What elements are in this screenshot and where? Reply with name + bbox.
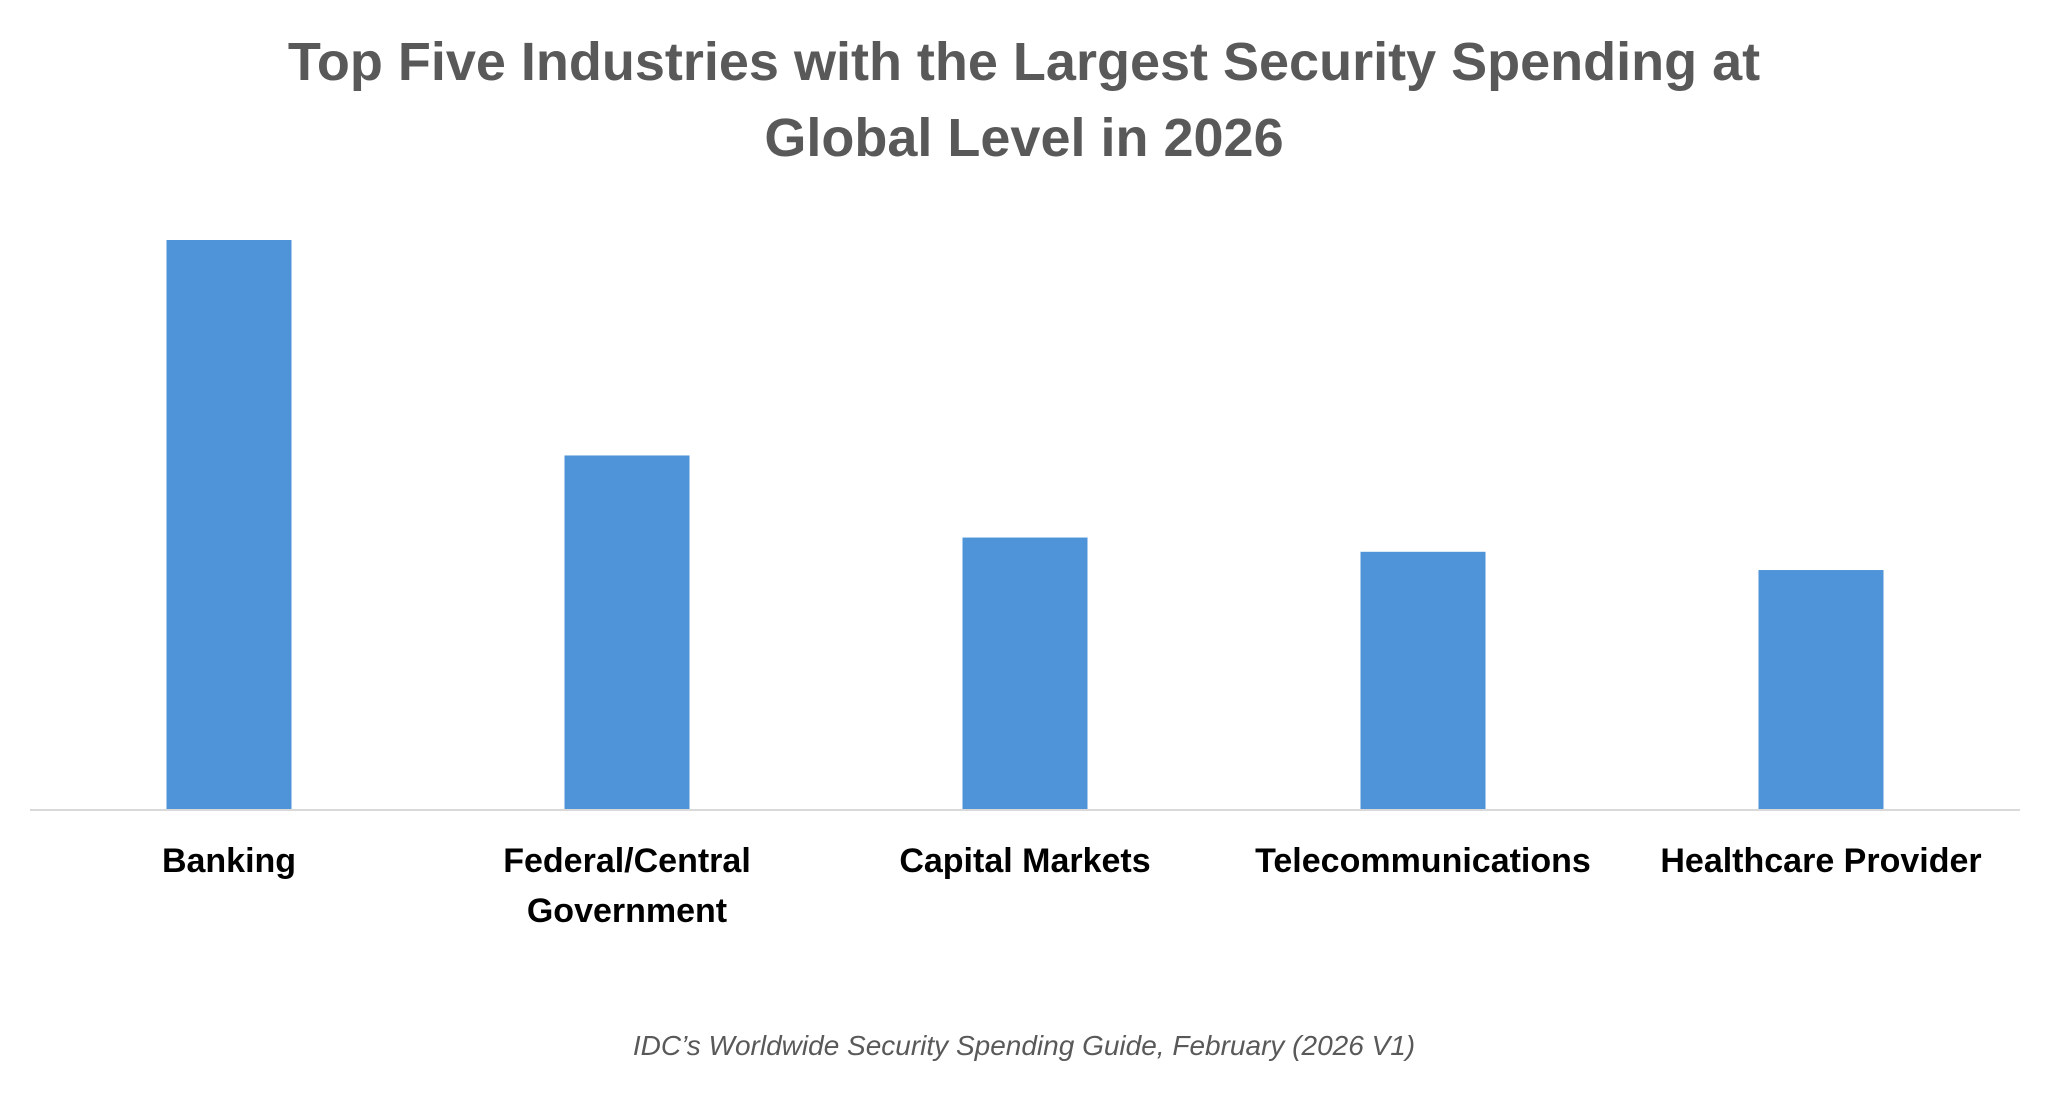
bar-0 — [166, 240, 292, 810]
bar-4 — [1758, 570, 1884, 810]
chart-title-line-1: Top Five Industries with the Largest Sec… — [287, 32, 1761, 92]
source-note: IDC’s Worldwide Security Spending Guide,… — [632, 1030, 1416, 1061]
category-label-3-0: Telecommunications — [1255, 842, 1591, 880]
chart-title: Top Five Industries with the Largest Sec… — [0, 24, 2048, 176]
bar-1 — [564, 455, 690, 810]
category-label-4-0: Healthcare Provider — [1660, 842, 1981, 880]
category-label-0-0: Banking — [162, 842, 296, 880]
category-label-1-1: Government — [527, 892, 727, 930]
bar-2 — [962, 537, 1088, 810]
category-label-1-0: Federal/Central — [503, 842, 751, 880]
category-label-2-0: Capital Markets — [899, 842, 1150, 880]
chart-title-line-2: Global Level in 2026 — [764, 108, 1284, 168]
bar-3 — [1360, 551, 1486, 810]
